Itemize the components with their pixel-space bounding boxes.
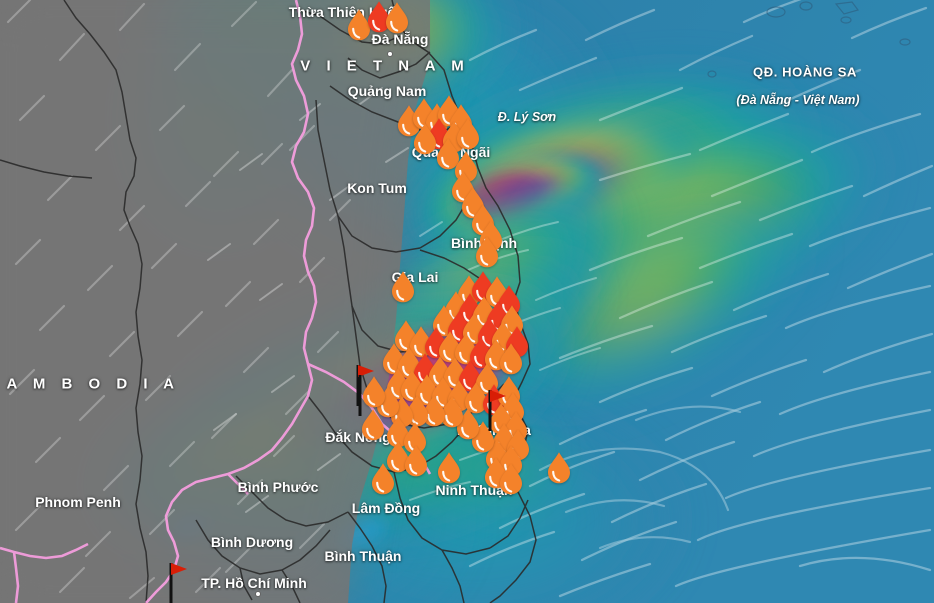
station-marker[interactable] xyxy=(463,381,489,414)
station-marker[interactable] xyxy=(436,451,462,484)
city-dot-ho-chi-minh xyxy=(255,591,261,597)
teardrop-pin-icon xyxy=(500,463,522,495)
teardrop-pin-icon xyxy=(472,421,494,453)
station-marker[interactable] xyxy=(384,1,410,34)
teardrop-pin-icon xyxy=(457,408,479,440)
teardrop-pin-icon xyxy=(405,445,427,477)
station-marker[interactable] xyxy=(412,122,438,155)
wind-barb-icon xyxy=(169,563,187,603)
teardrop-pin-icon xyxy=(368,1,390,33)
station-marker[interactable] xyxy=(390,270,416,303)
station-marker[interactable] xyxy=(439,395,465,428)
station-marker[interactable] xyxy=(366,0,392,33)
teardrop-pin-icon xyxy=(392,271,414,303)
teardrop-pin-icon xyxy=(441,396,463,428)
teardrop-pin-icon xyxy=(437,138,459,170)
city-dot-da-nang xyxy=(387,51,393,57)
station-marker[interactable] xyxy=(474,362,500,395)
station-marker[interactable] xyxy=(474,235,500,268)
wind-barb-icon xyxy=(358,375,362,416)
wind-barb-icon xyxy=(356,365,374,406)
teardrop-pin-icon xyxy=(476,363,498,395)
wind-barb-icon xyxy=(488,390,506,431)
station-marker[interactable] xyxy=(396,104,422,137)
station-marker[interactable] xyxy=(546,451,572,484)
teardrop-pin-icon xyxy=(462,187,484,219)
station-marker[interactable] xyxy=(498,342,524,375)
station-marker[interactable] xyxy=(460,186,486,219)
teardrop-pin-icon xyxy=(438,452,460,484)
station-marker[interactable] xyxy=(421,394,447,427)
station-marker[interactable] xyxy=(375,385,401,418)
teardrop-pin-icon xyxy=(363,376,385,408)
teardrop-pin-icon xyxy=(348,9,370,41)
teardrop-pin-icon xyxy=(372,463,394,495)
wind-barb[interactable] xyxy=(354,372,380,418)
wind-barb[interactable] xyxy=(352,362,378,408)
teardrop-pin-icon xyxy=(362,409,384,441)
station-marker[interactable] xyxy=(435,137,461,170)
station-marker[interactable] xyxy=(470,420,496,453)
teardrop-pin-icon xyxy=(465,382,487,414)
station-marker[interactable] xyxy=(346,8,372,41)
teardrop-pin-icon xyxy=(387,441,409,473)
teardrop-pin-icon xyxy=(476,236,498,268)
teardrop-pin-icon xyxy=(457,118,479,150)
station-marker[interactable] xyxy=(403,444,429,477)
station-marker[interactable] xyxy=(370,462,396,495)
teardrop-pin-icon xyxy=(398,105,420,137)
teardrop-pin-icon xyxy=(548,452,570,484)
teardrop-pin-icon xyxy=(423,395,445,427)
station-marker[interactable] xyxy=(455,117,481,150)
wind-barb[interactable] xyxy=(165,560,191,603)
wind-barb[interactable] xyxy=(484,387,510,433)
station-marker[interactable] xyxy=(455,407,481,440)
teardrop-pin-icon xyxy=(414,123,436,155)
station-marker[interactable] xyxy=(361,375,387,408)
station-marker[interactable] xyxy=(360,408,386,441)
station-marker[interactable] xyxy=(385,440,411,473)
station-marker[interactable] xyxy=(498,462,524,495)
teardrop-pin-icon xyxy=(386,2,408,34)
teardrop-pin-icon xyxy=(377,386,399,418)
teardrop-pin-icon xyxy=(500,343,522,375)
